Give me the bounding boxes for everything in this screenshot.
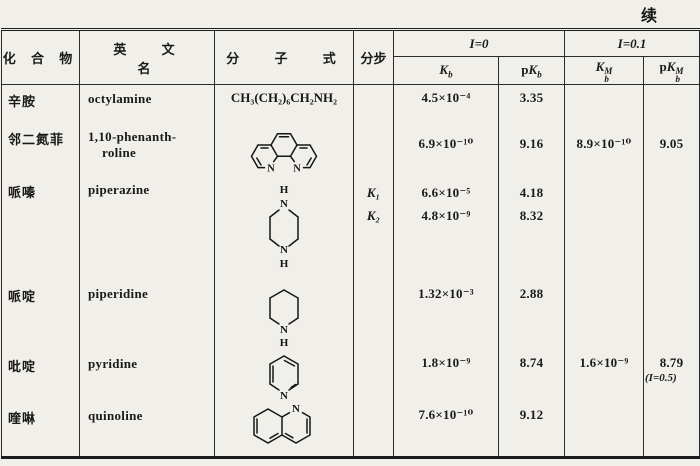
- cell-pkbm: [643, 84, 700, 123]
- header-kb: Kb: [393, 56, 499, 85]
- cell-pkb: 8.74: [498, 349, 565, 402]
- svg-text:N: N: [267, 163, 275, 174]
- cell-compound-name: 哌啶: [1, 283, 80, 350]
- svg-text:H: H: [280, 337, 289, 349]
- cell-formula: N N: [214, 122, 354, 176]
- cell-step: [353, 122, 394, 176]
- cell-pkb: 9.12: [498, 401, 565, 458]
- cell-pkb: 2.88: [498, 283, 565, 350]
- cell-pkbm: [643, 401, 700, 458]
- cell-step: [353, 349, 394, 402]
- piperazine-structure: H N N H: [269, 184, 299, 270]
- cell-pkb: 4.18 8.32: [498, 175, 565, 284]
- cell-formula: N: [214, 401, 354, 458]
- cell-kb: 7.6×10⁻¹⁰: [393, 401, 499, 458]
- cell-english-name: piperidine: [79, 283, 215, 350]
- quinoline-structure: N: [253, 404, 311, 444]
- cell-compound-name: 喹啉: [1, 401, 80, 458]
- cell-kb: 1.8×10⁻⁹: [393, 349, 499, 402]
- header-formula: 分 子 式: [214, 29, 354, 85]
- cell-formula: CH₃(CH₂)₆CH₂NH₂: [214, 84, 354, 123]
- cell-pkbm: 8.79 (I=0.5): [643, 349, 700, 402]
- cell-english-name: octylamine: [79, 84, 215, 123]
- step-k1: K₁: [366, 184, 381, 200]
- cell-pkb: 3.35: [498, 84, 565, 123]
- svg-text:N: N: [293, 163, 301, 174]
- table-row: 哌啶 piperidine N H 1.32×10⁻³ 2.88: [1, 283, 700, 350]
- cell-kbm: [564, 84, 644, 123]
- svg-text:N: N: [292, 404, 300, 415]
- header-ionic-strength-0.1: I=0.1: [564, 29, 700, 57]
- cell-pkbm: [643, 283, 700, 350]
- cell-compound-name: 辛胺: [1, 84, 80, 123]
- cell-kbm: 8.9×10⁻¹⁰: [564, 122, 644, 176]
- header-pkb: pKb: [498, 56, 565, 85]
- cell-kbm: [564, 175, 644, 284]
- header-ionic-strength-0: I=0: [393, 29, 565, 57]
- cell-pkbm: 9.05: [643, 122, 700, 176]
- step-k2: K₂: [366, 207, 381, 223]
- header-step: 分步: [353, 29, 394, 85]
- cell-kb: 1.32×10⁻³: [393, 283, 499, 350]
- svg-text:N: N: [280, 198, 288, 210]
- cell-compound-name: 邻二氮菲: [1, 122, 80, 176]
- cell-english-name: pyridine: [79, 349, 215, 402]
- cell-compound-name: 哌嗪: [1, 175, 80, 284]
- cell-english-name: quinoline: [79, 401, 215, 458]
- table-row: 吡啶 pyridine N 1.8×10⁻⁹ 8.74: [1, 349, 700, 402]
- cell-english-name: 1,10-phenanth- roline: [79, 122, 215, 176]
- cell-kbm: 1.6×10⁻⁹: [564, 349, 644, 402]
- table-row: 喹啉 quinoline N: [1, 401, 700, 458]
- cell-formula: H N N H: [214, 175, 354, 284]
- cell-step: [353, 84, 394, 123]
- cell-kbm: [564, 401, 644, 458]
- svg-text:N: N: [280, 390, 288, 402]
- svg-text:N: N: [280, 324, 288, 336]
- cell-formula: N: [214, 349, 354, 402]
- cell-compound-name: 吡啶: [1, 349, 80, 402]
- cell-step: [353, 283, 394, 350]
- phenanthroline-structure: N N: [250, 132, 318, 174]
- cell-step: [353, 401, 394, 458]
- header-compound: 化 合 物: [1, 29, 80, 85]
- header-english-name: 英 文 名: [79, 29, 215, 85]
- cell-kb: 6.9×10⁻¹⁰: [393, 122, 499, 176]
- svg-text:H: H: [280, 184, 289, 196]
- svg-text:H: H: [280, 258, 289, 270]
- cell-step: K₁ K₂: [353, 175, 394, 284]
- cell-kb: 6.6×10⁻⁵ 4.8×10⁻⁹: [393, 175, 499, 284]
- piperidine-structure: N H: [269, 288, 299, 349]
- pyridine-structure: N: [269, 354, 299, 402]
- cell-kb: 4.5×10⁻⁴: [393, 84, 499, 123]
- table-row: 邻二氮菲 1,10-phenanth- roline: [1, 122, 700, 176]
- cell-pkbm: [643, 175, 700, 284]
- cell-formula: N H: [214, 283, 354, 350]
- table-row: 辛胺 octylamine CH₃(CH₂)₆CH₂NH₂ 4.5×10⁻⁴ 3…: [1, 84, 700, 123]
- cell-kbm: [564, 283, 644, 350]
- cell-english-name: piperazine: [79, 175, 215, 284]
- ionic-strength-note: (I=0.5): [645, 371, 677, 384]
- cell-pkb: 9.16: [498, 122, 565, 176]
- svg-text:N: N: [280, 244, 288, 256]
- continued-label: 续: [640, 8, 658, 25]
- table-row: 哌嗪 piperazine H N N H K₁: [1, 175, 700, 284]
